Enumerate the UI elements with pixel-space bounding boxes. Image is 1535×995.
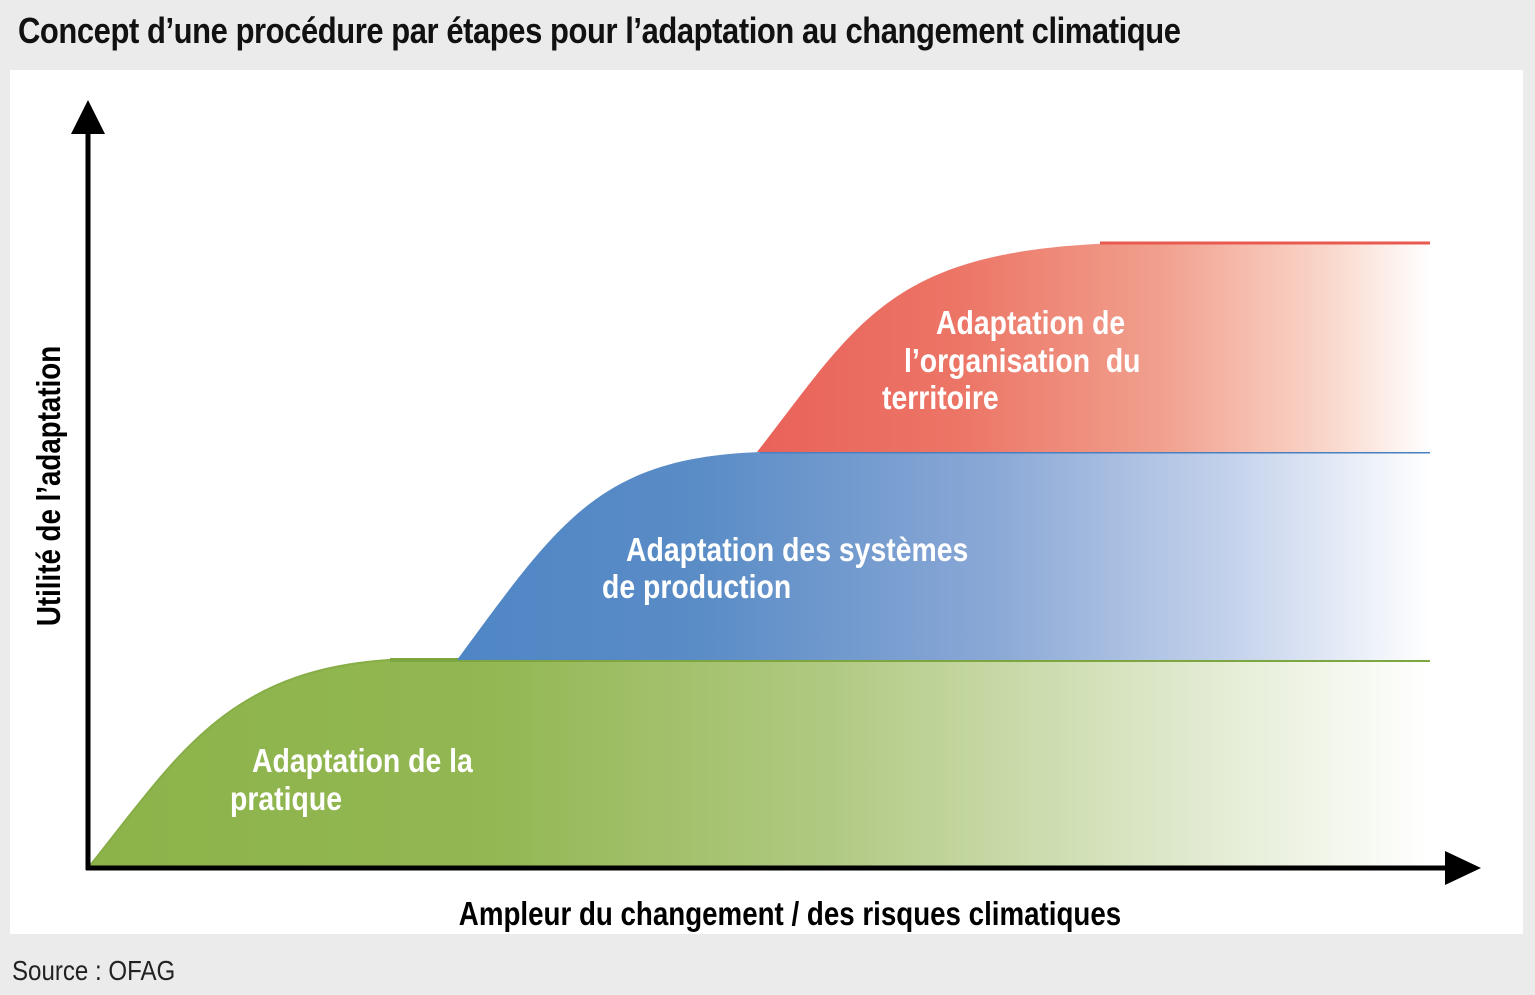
stage-production-systems-area <box>457 452 1430 660</box>
stage-production-systems-label-line-2: de production <box>602 568 791 605</box>
stage-production-systems-label-line-1: Adaptation des systèmes <box>626 531 968 568</box>
stage-spatial-planning-area <box>757 243 1430 452</box>
x-axis-label: Ampleur du changement / des risques clim… <box>459 895 1121 932</box>
stage-practice-area <box>88 660 1430 868</box>
y-axis-label: Utilité de l’adaptation <box>30 346 67 626</box>
y-axis-arrowhead <box>71 100 105 134</box>
stage-practice-curve <box>87 659 391 869</box>
stage-spatial-planning-label-line-2: l’organisation du <box>904 342 1141 379</box>
stage-practice-label: Adaptation de la pratique <box>230 742 482 817</box>
source-note: Source : OFAG <box>12 955 176 986</box>
stage-practice-label-line-1: Adaptation de la <box>252 742 473 779</box>
stage-spatial-planning-label: Adaptation de l’organisation du territoi… <box>0 0 1186 416</box>
stage-spatial-planning-label-line-1: Adaptation de <box>936 304 1125 341</box>
stage-production-systems-label: Adaptation des systèmes de production <box>602 531 977 605</box>
stage-practice-label-line-2: pratique <box>230 780 342 817</box>
x-axis-arrowhead <box>1445 851 1481 885</box>
stage-spatial-planning-label-line-3: territoire <box>882 379 999 416</box>
page-title: Concept d’une procédure par étapes pour … <box>18 10 1181 51</box>
